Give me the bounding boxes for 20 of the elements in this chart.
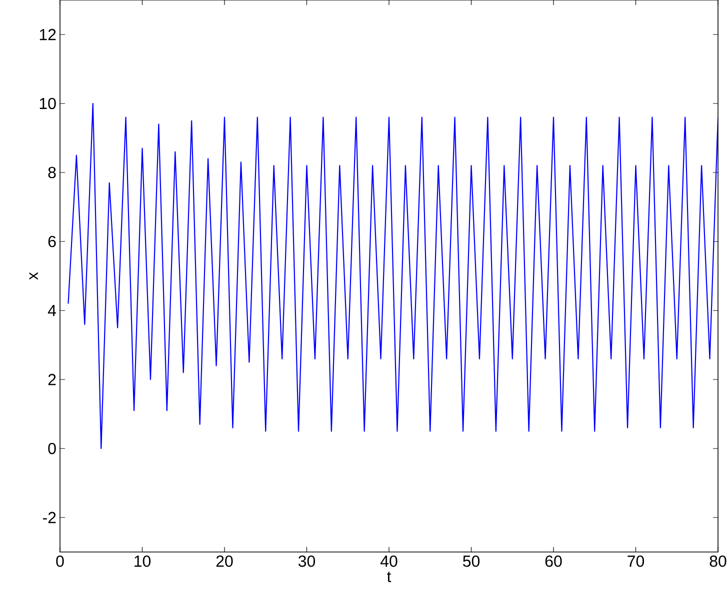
y-tick-label: 8 [48,166,56,178]
line-series [68,102,718,450]
y-tick-label: 6 [48,236,56,248]
y-tick-label: 12 [40,28,56,40]
x-tick-label: 50 [462,556,480,567]
x-tick-label: 60 [545,556,562,567]
y-tick-label: 10 [40,98,56,110]
y-tick-label: 2 [48,374,56,386]
y-tick-label: -2 [42,512,56,524]
x-axis-title: t [387,572,392,582]
x-tick-label: 80 [710,556,726,567]
y-tick-label: 0 [48,442,56,454]
y-axis-title: x [29,272,38,280]
x-tick-label: 70 [628,556,644,567]
x-tick-label: 10 [134,556,151,567]
x-tick-label: 40 [380,556,398,567]
y-tick-label: 4 [48,304,56,316]
x-tick-label: 0 [56,556,64,567]
x-tick-label: 30 [298,556,316,567]
x-tick-label: 20 [216,556,233,567]
